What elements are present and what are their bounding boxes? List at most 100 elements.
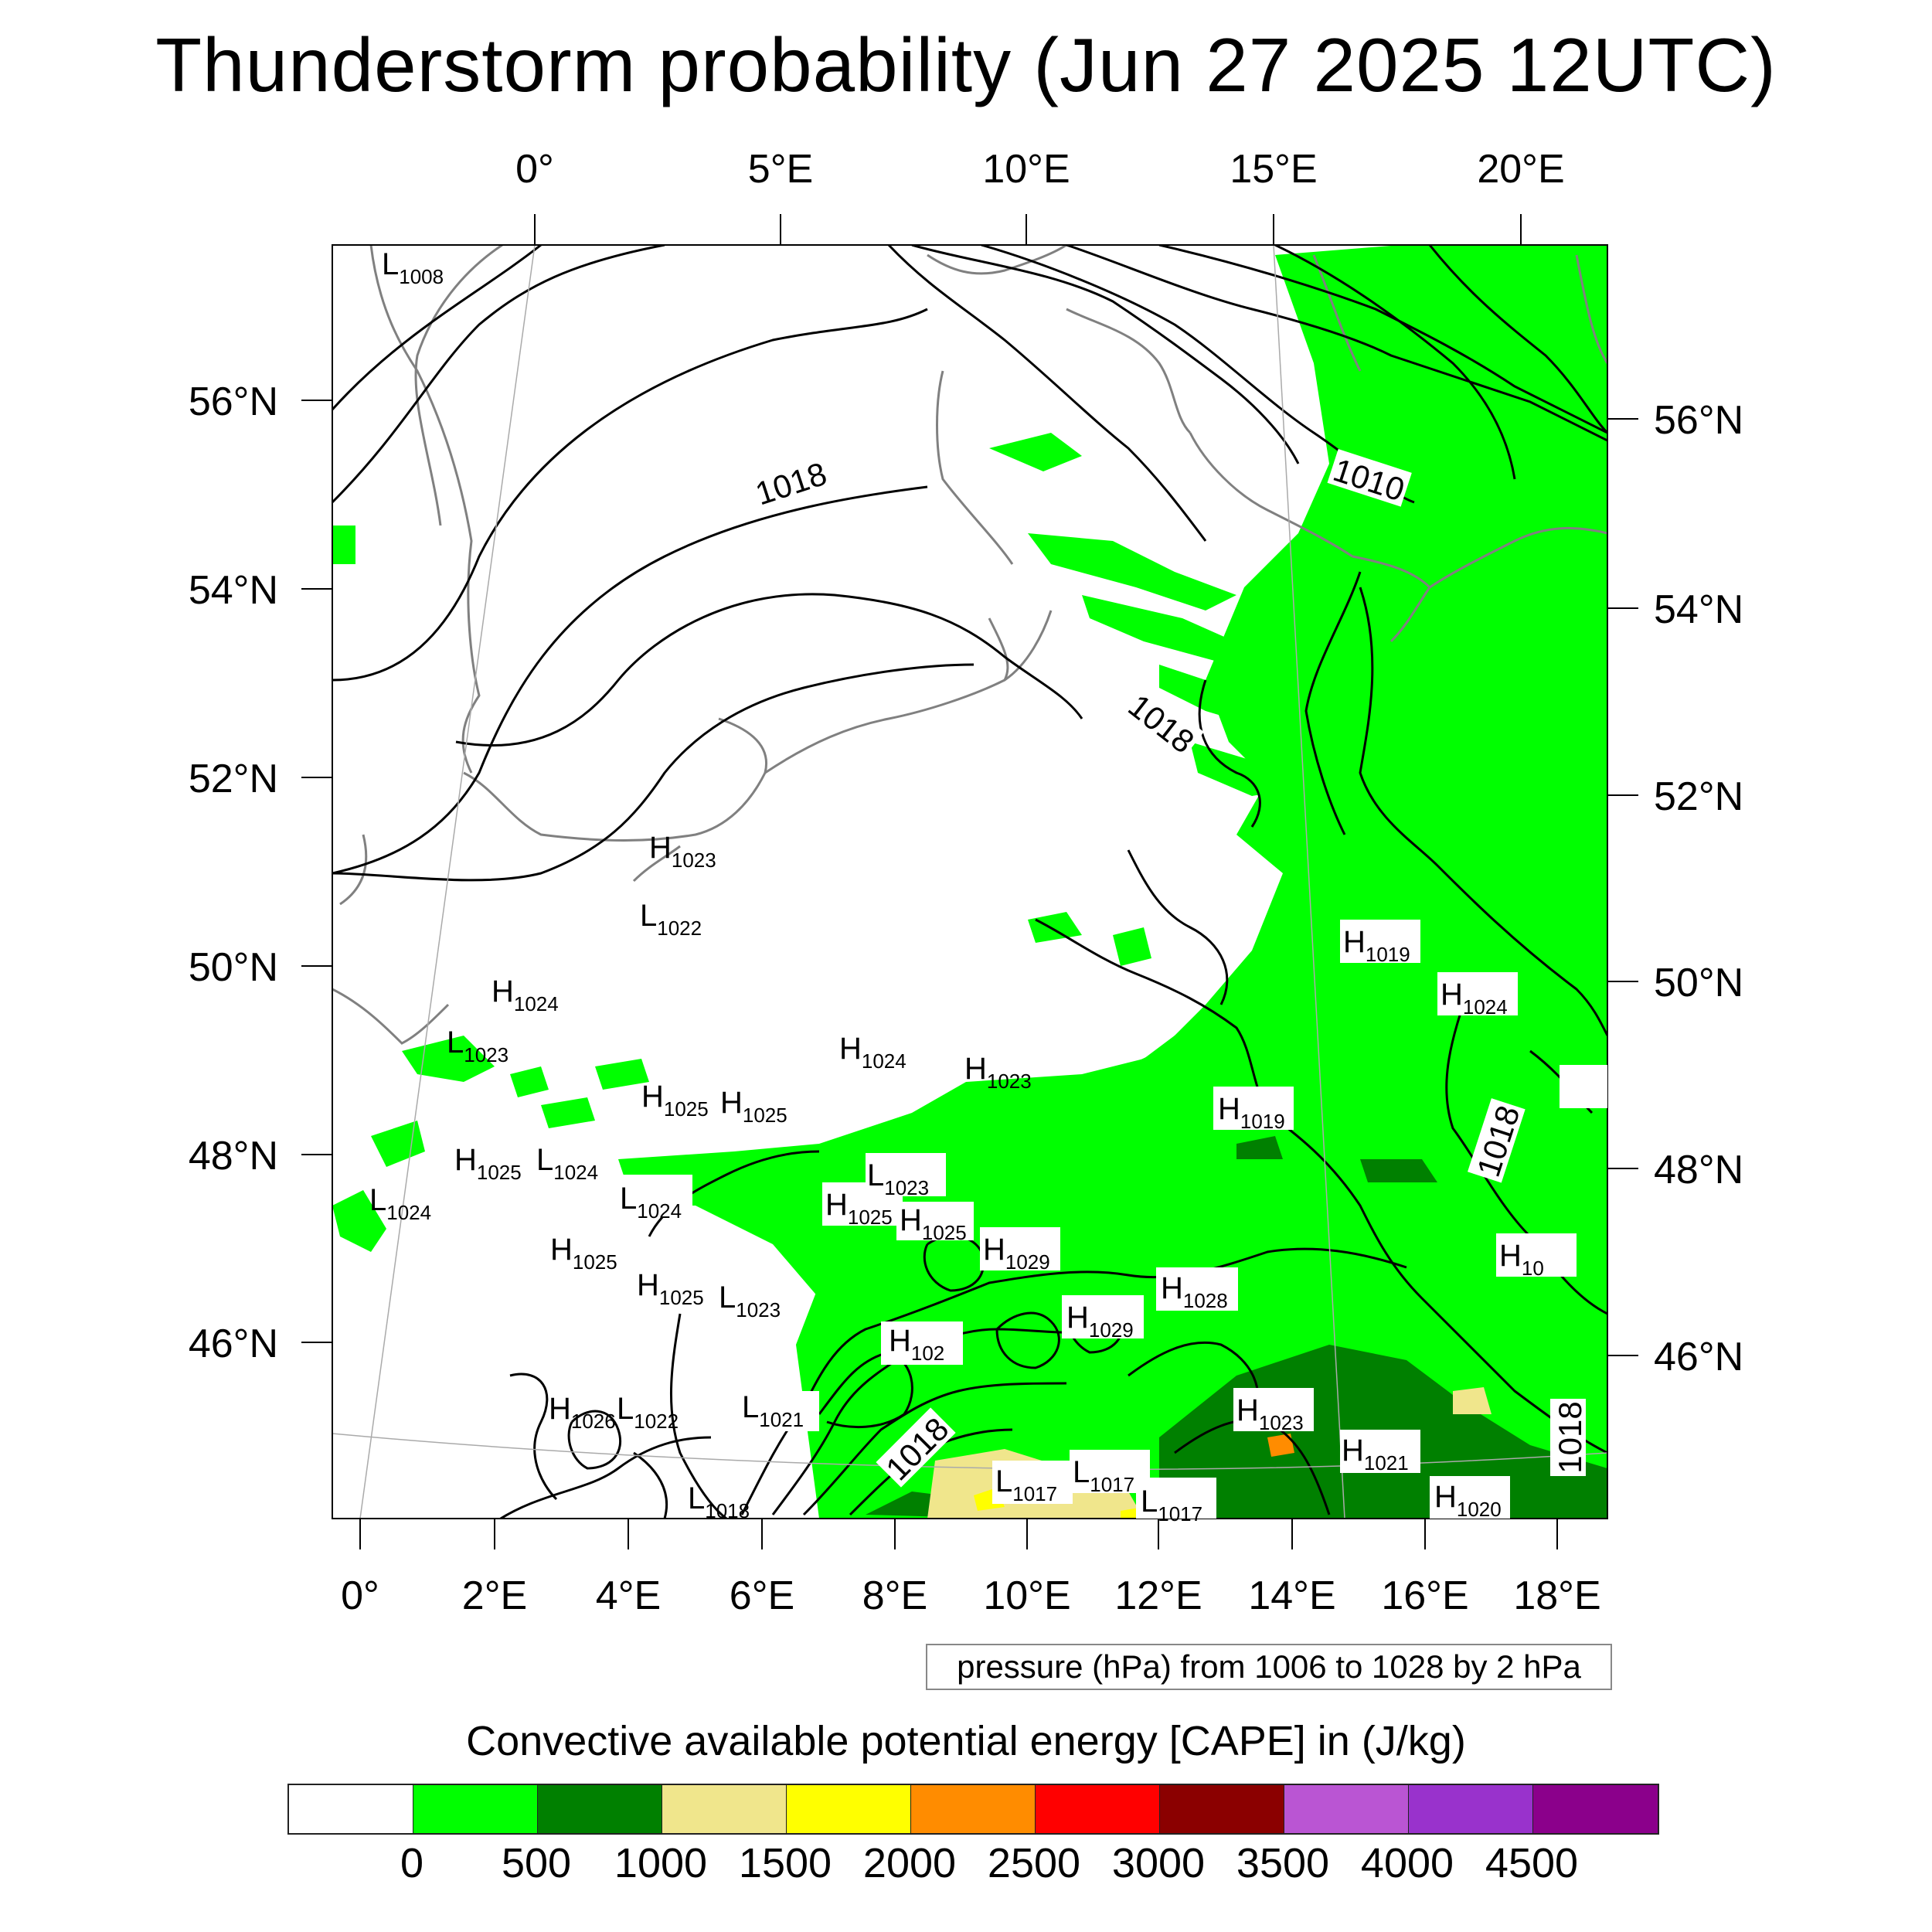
pressure-center-label: L1023 [867,1158,929,1199]
pressure-center-label: H1025 [825,1188,893,1229]
right-lat-label: 56°N [1654,398,1743,443]
pressure-center-label: L1024 [369,1183,431,1224]
right-lat-label: 46°N [1654,1335,1743,1379]
left-ticks [301,400,332,1343]
pressure-center-label: L1024 [536,1143,598,1184]
left-lat-label: 54°N [189,568,278,613]
left-lat-label: 46°N [189,1321,278,1366]
colorbar-swatch [662,1785,787,1833]
right-lat-label: 54°N [1654,587,1743,632]
pressure-center-label: H1023 [964,1052,1032,1093]
colorbar-tick-label: 4000 [1360,1840,1454,1886]
left-lat-labels: 56°N 54°N 52°N 50°N 48°N 46°N [189,379,278,1366]
right-lat-label: 48°N [1654,1148,1743,1192]
colorbar-tick-label: 2500 [987,1840,1081,1886]
top-ticks [534,214,1522,245]
right-lat-labels: 56°N 54°N 52°N 50°N 48°N 46°N [1654,398,1743,1379]
pressure-center-label: H1023 [1236,1393,1304,1434]
pressure-center-label: L1022 [617,1392,679,1433]
pressure-centers: L1008 H1023 L1022 H1024 L1023 H1024 H102… [369,247,1544,1526]
pressure-center-label: H1024 [1440,978,1508,1019]
colorbar-tick-label: 500 [501,1840,572,1886]
colorbar-swatch [1409,1785,1533,1833]
colorbar-tick-label: 1500 [738,1840,832,1886]
pressure-center-label: H1024 [839,1032,906,1073]
colorbar-title: Convective available potential energy [C… [466,1718,1466,1764]
colorbar-tick-label: 2000 [862,1840,957,1886]
pressure-center-label: L1024 [620,1182,682,1223]
colorbar-tick-label: 3500 [1236,1840,1330,1886]
isobar-label: 1018 [1552,1401,1588,1473]
pressure-center-label: L1018 [688,1481,750,1522]
pressure-center-label: L1008 [382,247,444,288]
colorbar-swatch [1284,1785,1409,1833]
colorbar [287,1784,1659,1835]
pressure-center-label: L1017 [1141,1485,1202,1526]
pressure-center-label: H1021 [1342,1434,1409,1475]
bottom-lon-label: 16°E [1381,1573,1468,1618]
top-lon-label: 20°E [1477,147,1564,192]
colorbar-tick-label: 3000 [1111,1840,1206,1886]
top-lon-label: 15°E [1230,147,1317,192]
pressure-center-label: H1025 [454,1143,522,1184]
top-lon-label: 5°E [748,147,813,192]
colorbar-swatch [1036,1785,1160,1833]
right-lat-label: 52°N [1654,774,1743,819]
pressure-center-label: L1023 [719,1281,781,1321]
left-lat-label: 50°N [189,945,278,990]
colorbar-swatch [289,1785,413,1833]
pressure-center-label: H1023 [649,831,716,872]
right-ticks [1607,418,1638,1356]
pressure-center-label: H1025 [720,1086,787,1127]
bottom-lon-label: 8°E [862,1573,927,1618]
pressure-info-box: pressure (hPa) from 1006 to 1028 by 2 hP… [926,1644,1612,1690]
colorbar-swatch [1533,1785,1658,1833]
colorbar-swatch [538,1785,662,1833]
right-lat-label: 50°N [1654,961,1743,1005]
colorbar-swatch [787,1785,911,1833]
bottom-lon-label: 14°E [1248,1573,1335,1618]
pressure-center-label: H1024 [492,975,559,1015]
colorbar-tick-label: 0 [400,1840,424,1886]
pressure-center-label: H102 [889,1324,944,1365]
bottom-lon-label: 2°E [462,1573,527,1618]
pressure-center-label: H1020 [1434,1480,1502,1521]
colorbar-swatch [413,1785,538,1833]
pressure-center-label: L1021 [742,1390,804,1431]
pressure-center-label: H10 [1499,1239,1544,1280]
chart-title: Thunderstorm probability (Jun 27 2025 12… [155,22,1777,107]
coastlines [332,245,1607,1045]
map-frame [332,244,1608,1519]
left-lat-label: 52°N [189,757,278,801]
bottom-lon-label: 18°E [1513,1573,1600,1618]
pressure-center-label: H1025 [900,1203,967,1244]
cape-shading [332,246,1607,1519]
top-lon-label: 0° [515,147,554,192]
pressure-center-label: H1025 [550,1233,617,1274]
top-lon-labels: 0° 5°E 10°E 15°E 20°E [515,147,1565,192]
pressure-center-label: L1023 [447,1026,509,1066]
left-lat-label: 56°N [189,379,278,424]
pressure-center-label: H1029 [1066,1301,1134,1342]
pressure-center-label: H1019 [1343,925,1410,966]
left-lat-label: 48°N [189,1134,278,1179]
bottom-lon-label: 0° [341,1573,379,1618]
bottom-lon-label: 6°E [730,1573,794,1618]
pressure-center-label: L1017 [1073,1455,1134,1496]
bottom-lon-label: 4°E [596,1573,661,1618]
bottom-lon-label: 12°E [1114,1573,1202,1618]
bottom-ticks [359,1519,1558,1549]
bottom-lon-label: 10°E [983,1573,1070,1618]
pressure-center-label: L1022 [640,899,702,940]
colorbar-tick-label: 1000 [614,1840,708,1886]
pressure-center-label: H1026 [549,1392,616,1433]
pressure-center-label: L1017 [995,1464,1057,1505]
colorbar-tick-label: 4500 [1485,1840,1579,1886]
top-lon-label: 10°E [982,147,1070,192]
colorbar-swatch [1160,1785,1284,1833]
pressure-center-label: H1029 [983,1233,1050,1274]
pressure-center-label: H1028 [1161,1271,1228,1312]
bottom-lon-labels: 0° 2°E 4°E 6°E 8°E 10°E 12°E 14°E 16°E 1… [341,1573,1601,1618]
pressure-center-label: H1025 [637,1268,704,1309]
